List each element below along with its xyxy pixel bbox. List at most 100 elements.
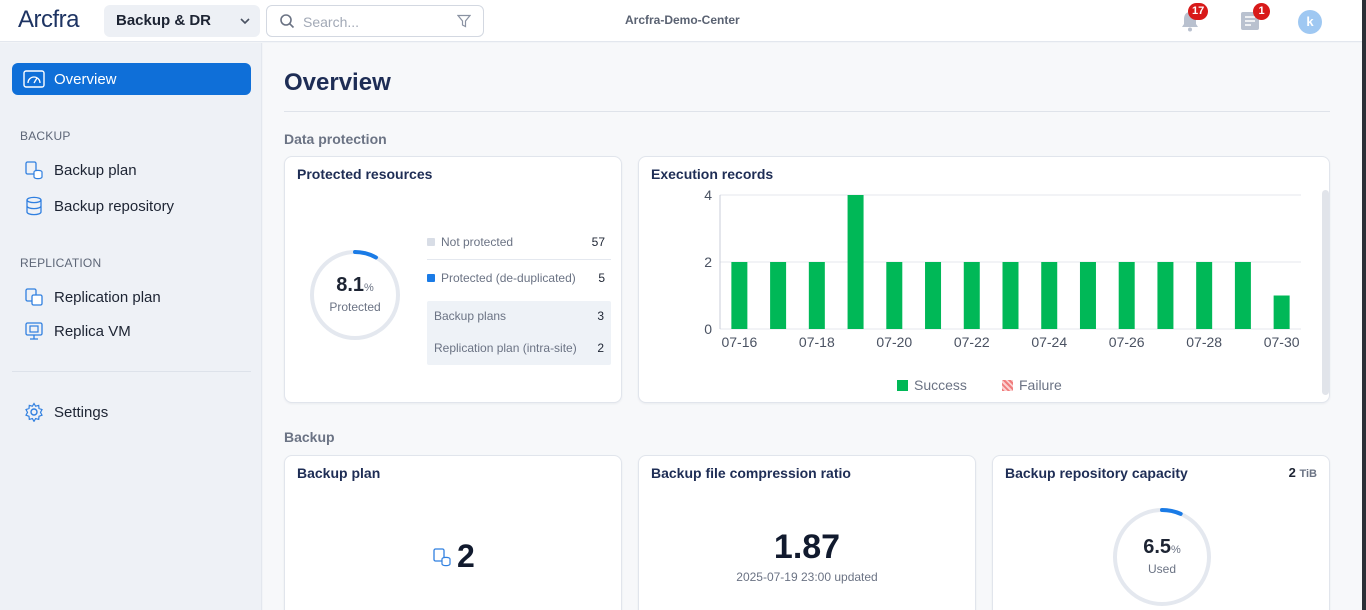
updated-timestamp: 2025-07-19 23:00 updated <box>736 570 878 584</box>
backup-plan-icon <box>25 161 43 180</box>
x-tick-label: 07-26 <box>1109 334 1145 350</box>
sidebar-divider <box>12 371 251 372</box>
protected-resources-card: Protected resources 8.1% Protected Not p… <box>284 156 622 403</box>
card-title: Protected resources <box>297 166 433 182</box>
success-bar <box>731 262 748 329</box>
percent-unit: % <box>364 282 374 294</box>
section-data-protection: Data protection <box>284 131 387 147</box>
gear-icon <box>25 402 43 422</box>
sidebar-item-backup-plan[interactable]: Backup plan <box>12 154 251 186</box>
backup-plan-card: Backup plan 2 <box>284 455 622 610</box>
execution-chart: 0 2 4 07-16 07-18 07-20 07-22 07-24 07-26 07-28 07… <box>704 187 1301 350</box>
capacity-ring <box>1113 508 1211 606</box>
legend-not-protected: Not protected 57 <box>427 235 605 249</box>
legend-swatch <box>427 238 435 246</box>
breakdown-value: 3 <box>597 309 604 323</box>
search-box[interactable] <box>266 5 484 37</box>
filter-icon[interactable] <box>457 14 471 28</box>
top-bar: Arcfra Backup & DR Arcfra-Demo-Center 17… <box>0 0 1366 42</box>
replication-plan-icon <box>25 288 43 306</box>
legend-label: Failure <box>1019 377 1062 393</box>
legend-label: Success <box>914 377 967 393</box>
compression-ratio-value: 1.87 <box>773 528 841 566</box>
search-input[interactable] <box>303 12 443 32</box>
card-title: Backup file compression ratio <box>651 465 851 481</box>
compression-ratio-card: Backup file compression ratio 1.87 2025-… <box>638 455 976 610</box>
logo[interactable]: Arcfra <box>18 6 80 33</box>
breakdown-backup-plans: Backup plans 3 <box>434 309 604 323</box>
capacity-label: Used <box>1147 562 1176 576</box>
backup-plan-icon <box>433 548 451 567</box>
sidebar-item-label: Overview <box>54 70 117 88</box>
capacity-percent: 6.5 <box>1143 536 1172 558</box>
success-bar <box>925 262 942 329</box>
sidebar-item-replica-vm[interactable]: Replica VM <box>12 315 251 347</box>
success-bar <box>1118 262 1135 329</box>
protected-ring <box>310 250 400 340</box>
capacity-ring-arc <box>1113 508 1211 606</box>
database-icon <box>26 196 42 216</box>
sidebar-section-backup: BACKUP <box>20 129 71 143</box>
cluster-name: Arcfra-Demo-Center <box>625 13 740 27</box>
chevron-down-icon <box>240 18 250 25</box>
protected-label: Protected <box>329 300 381 314</box>
legend-protected: Protected (de-duplicated) 5 <box>427 271 605 285</box>
sidebar-item-label: Backup plan <box>54 161 137 179</box>
breakdown-label: Backup plans <box>434 309 507 323</box>
success-bar <box>886 262 903 329</box>
sidebar-item-label: Replica VM <box>54 322 131 340</box>
product-switcher-label: Backup & DR <box>116 12 212 29</box>
protected-ring-arc <box>310 250 400 340</box>
avatar[interactable]: k <box>1298 10 1322 34</box>
protected-breakdown: Backup plans 3 Replication plan (intra-s… <box>427 301 611 365</box>
success-bar <box>1196 262 1213 329</box>
legend-failure[interactable]: Failure <box>1002 377 1062 393</box>
legend-success[interactable]: Success <box>897 377 967 393</box>
backup-plan-count: 2 <box>457 538 475 574</box>
window-edge <box>1362 0 1366 610</box>
product-switcher[interactable]: Backup & DR <box>104 5 260 37</box>
alerts-badge: 17 <box>1188 3 1209 20</box>
sidebar: Overview BACKUP Backup plan Backup repos… <box>0 43 262 610</box>
x-tick-label: 07-30 <box>1264 334 1300 350</box>
success-bar <box>1273 295 1290 329</box>
sidebar-item-backup-repository[interactable]: Backup repository <box>12 190 251 222</box>
breakdown-replication: Replication plan (intra-site) 2 <box>434 341 604 355</box>
virtual-machine-icon <box>25 322 43 340</box>
protected-percent: 8.1 <box>336 274 365 296</box>
success-bar <box>963 262 980 329</box>
legend-swatch <box>427 274 435 282</box>
legend-label: Not protected <box>441 235 514 249</box>
sidebar-item-overview[interactable]: Overview <box>12 63 251 95</box>
breakdown-label: Replication plan (intra-site) <box>434 341 577 355</box>
breakdown-value: 2 <box>597 341 604 355</box>
success-bar <box>808 262 825 329</box>
success-bar <box>1157 262 1174 329</box>
protected-ring-label: 8.1% Protected <box>309 274 401 314</box>
capacity-total-unit: TiB <box>1299 468 1317 480</box>
legend-swatch <box>1002 380 1013 391</box>
sidebar-item-label: Replication plan <box>54 288 161 306</box>
sidebar-section-replication: REPLICATION <box>20 256 102 270</box>
x-tick-label: 07-22 <box>954 334 990 350</box>
percent-unit: % <box>1171 544 1181 556</box>
capacity-total-value: 2 <box>1288 465 1296 480</box>
sidebar-item-settings[interactable]: Settings <box>12 396 251 428</box>
capacity-total: 2 TiB <box>1289 465 1317 480</box>
card-title: Backup repository capacity <box>1005 465 1188 481</box>
page-title: Overview <box>284 69 391 96</box>
x-tick-label: 07-28 <box>1186 334 1222 350</box>
divider <box>284 111 1330 112</box>
repository-capacity-card: Backup repository capacity 2 TiB 6.5% Us… <box>992 455 1330 610</box>
y-tick-label: 4 <box>704 187 712 203</box>
success-bar <box>847 195 864 329</box>
scrollbar[interactable] <box>1322 190 1329 395</box>
x-tick-label: 07-20 <box>876 334 912 350</box>
x-tick-label: 07-16 <box>721 334 757 350</box>
sidebar-item-replication-plan[interactable]: Replication plan <box>12 281 251 313</box>
legend-swatch <box>897 380 908 391</box>
legend-label: Protected (de-duplicated) <box>441 271 576 285</box>
dashboard-icon <box>23 70 45 88</box>
card-title: Execution records <box>651 166 774 182</box>
section-backup: Backup <box>284 429 335 445</box>
